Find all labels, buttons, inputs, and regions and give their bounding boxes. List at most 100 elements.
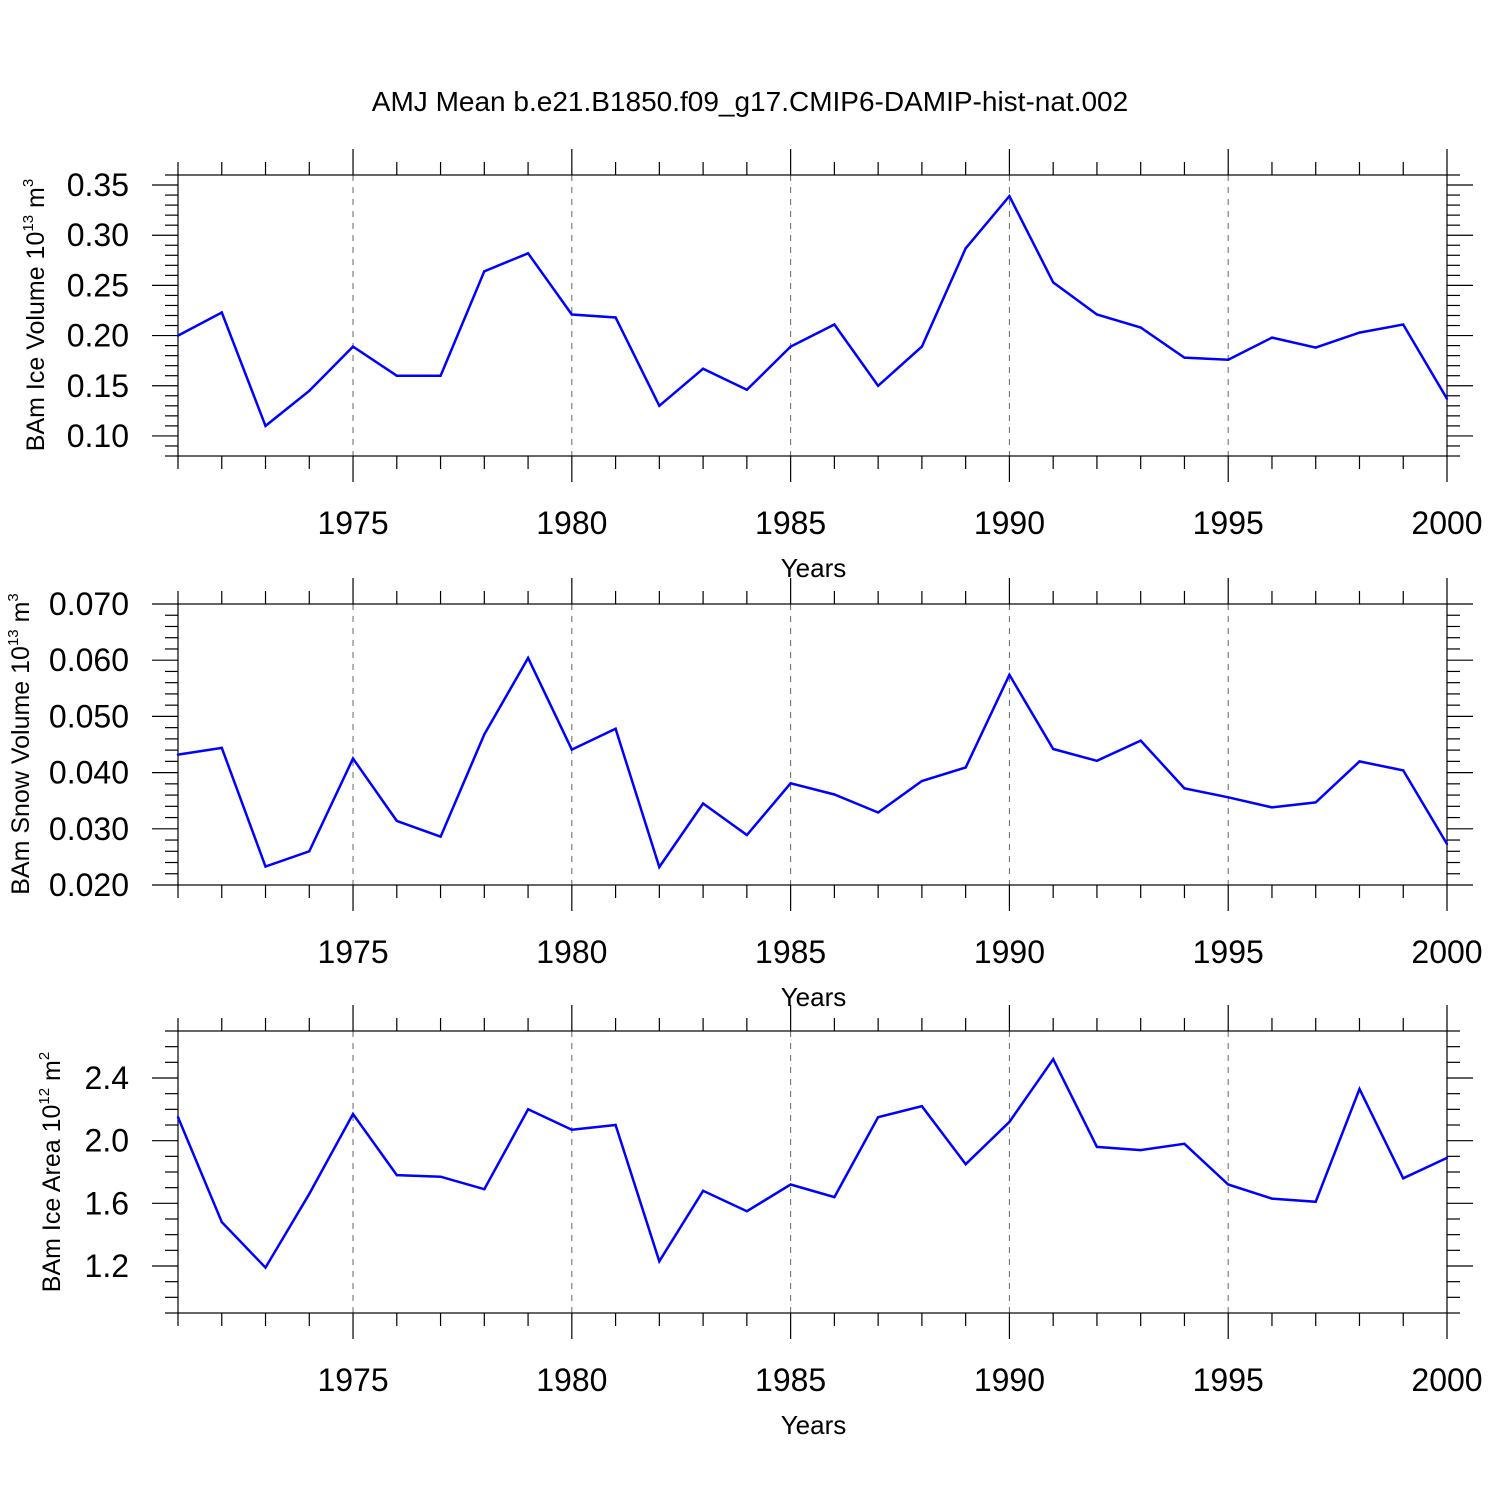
- data-point: [439, 1175, 442, 1178]
- data-point: [920, 1105, 924, 1108]
- plot-frame: [177, 603, 1448, 886]
- data-point: [1445, 1156, 1449, 1160]
- x-tick-label: 1975: [317, 1362, 388, 1398]
- data-point: [745, 1209, 749, 1213]
- data-point: [964, 247, 967, 250]
- y-tick-label: 0.060: [49, 642, 129, 678]
- y-tick-label: 2.4: [85, 1060, 129, 1096]
- x-tick-label: 1975: [317, 934, 388, 970]
- data-point: [176, 753, 180, 756]
- x-tick-label: 2000: [1411, 1362, 1482, 1398]
- data-point: [789, 782, 792, 785]
- data-point: [1314, 801, 1317, 804]
- x-tick-label: 1985: [755, 934, 826, 970]
- data-point: [1358, 1087, 1361, 1091]
- x-tick-label: 1980: [536, 934, 607, 970]
- y-tick-label: 0.020: [49, 867, 129, 903]
- panel-3: 1975 1980 1985 1990 1995 2000 Years 1.2 1.6 2.0 2.…: [36, 1005, 1483, 1440]
- x-tick-label: 1990: [974, 1362, 1045, 1398]
- data-point: [1270, 1197, 1274, 1200]
- data-point: [220, 1220, 223, 1224]
- data-point: [1008, 1120, 1011, 1124]
- data-point: [176, 1115, 180, 1119]
- data-point: [570, 1128, 574, 1131]
- data-point: [658, 865, 661, 869]
- x-tick-label: 1975: [317, 505, 388, 541]
- data-point: [439, 835, 442, 838]
- data-point: [876, 384, 880, 387]
- data-point: [745, 833, 749, 837]
- data-point: [1095, 759, 1099, 762]
- data-point: [833, 323, 836, 326]
- data-point: [1051, 1058, 1055, 1061]
- data-point: [1139, 739, 1142, 742]
- data-point: [833, 1195, 836, 1199]
- data-point: [1008, 194, 1011, 198]
- data-point: [526, 656, 530, 660]
- data-point: [526, 252, 530, 255]
- panel-2: 1975 1980 1985 1990 1995 2000 Years 0.020 0.030 0…: [5, 578, 1483, 1012]
- data-point: [439, 374, 442, 377]
- data-point: [351, 1112, 355, 1116]
- data-point: [833, 793, 836, 796]
- data-point: [701, 1189, 705, 1193]
- y-tick-label: 1.6: [85, 1185, 129, 1221]
- x-tick-label: 1990: [974, 934, 1045, 970]
- x-tick-label: 1995: [1193, 505, 1264, 541]
- data-point: [1095, 1145, 1099, 1149]
- panels: 1975 1980 1985 1990 1995 2000 Years 0.10 0.15 0.2…: [5, 149, 1483, 1440]
- data-point: [876, 811, 880, 814]
- data-point: [1227, 358, 1230, 361]
- x-axis-title: Years: [781, 553, 847, 583]
- data-point: [1314, 1200, 1317, 1203]
- y-tick-label: 0.30: [67, 217, 129, 253]
- data-point: [351, 757, 355, 760]
- data-point: [1227, 1183, 1230, 1186]
- x-tick-label: 1985: [755, 505, 826, 541]
- data-point: [1183, 356, 1186, 359]
- y-tick-label: 2.0: [85, 1123, 129, 1159]
- data-point: [483, 270, 486, 273]
- data-point: [176, 334, 180, 337]
- data-point: [1445, 842, 1449, 846]
- data-point: [483, 1188, 486, 1191]
- data-point: [395, 374, 398, 377]
- data-point: [745, 388, 749, 391]
- data-point: [308, 389, 311, 392]
- data-point: [351, 345, 355, 348]
- data-point: [395, 1173, 398, 1177]
- data-point: [1445, 397, 1449, 400]
- data-point: [920, 779, 924, 783]
- y-tick-label: 1.2: [85, 1248, 129, 1284]
- data-point: [1139, 1148, 1142, 1152]
- data-point: [1402, 323, 1405, 326]
- y-axis-title: BAm Ice Area 1012 m2: [36, 1052, 66, 1292]
- data-point: [1270, 806, 1274, 809]
- data-point: [1314, 346, 1317, 349]
- series-line: [177, 193, 1449, 428]
- y-tick-label: 0.030: [49, 811, 129, 847]
- data-point: [570, 313, 574, 316]
- data-point: [964, 1162, 967, 1166]
- data-point: [308, 1192, 311, 1196]
- data-point: [1051, 747, 1055, 751]
- data-point: [264, 424, 267, 428]
- y-tick-label: 0.070: [49, 586, 129, 622]
- data-point: [483, 733, 486, 736]
- x-tick-label: 2000: [1411, 505, 1482, 541]
- data-point: [264, 865, 267, 868]
- x-axis-title: Years: [781, 1410, 847, 1440]
- data-point: [1402, 769, 1405, 772]
- y-tick-label: 0.10: [67, 418, 129, 454]
- data-point: [264, 1266, 267, 1269]
- data-point: [876, 1115, 880, 1119]
- y-tick-label: 0.35: [67, 167, 129, 203]
- plot-frame: [177, 174, 1448, 457]
- x-tick-label: 1985: [755, 1362, 826, 1398]
- data-point: [1095, 313, 1099, 316]
- data-point: [1051, 281, 1055, 284]
- series-line: [177, 655, 1449, 870]
- series-line: [176, 1056, 1448, 1270]
- x-axis-title: Years: [781, 982, 847, 1012]
- data-point: [614, 727, 617, 730]
